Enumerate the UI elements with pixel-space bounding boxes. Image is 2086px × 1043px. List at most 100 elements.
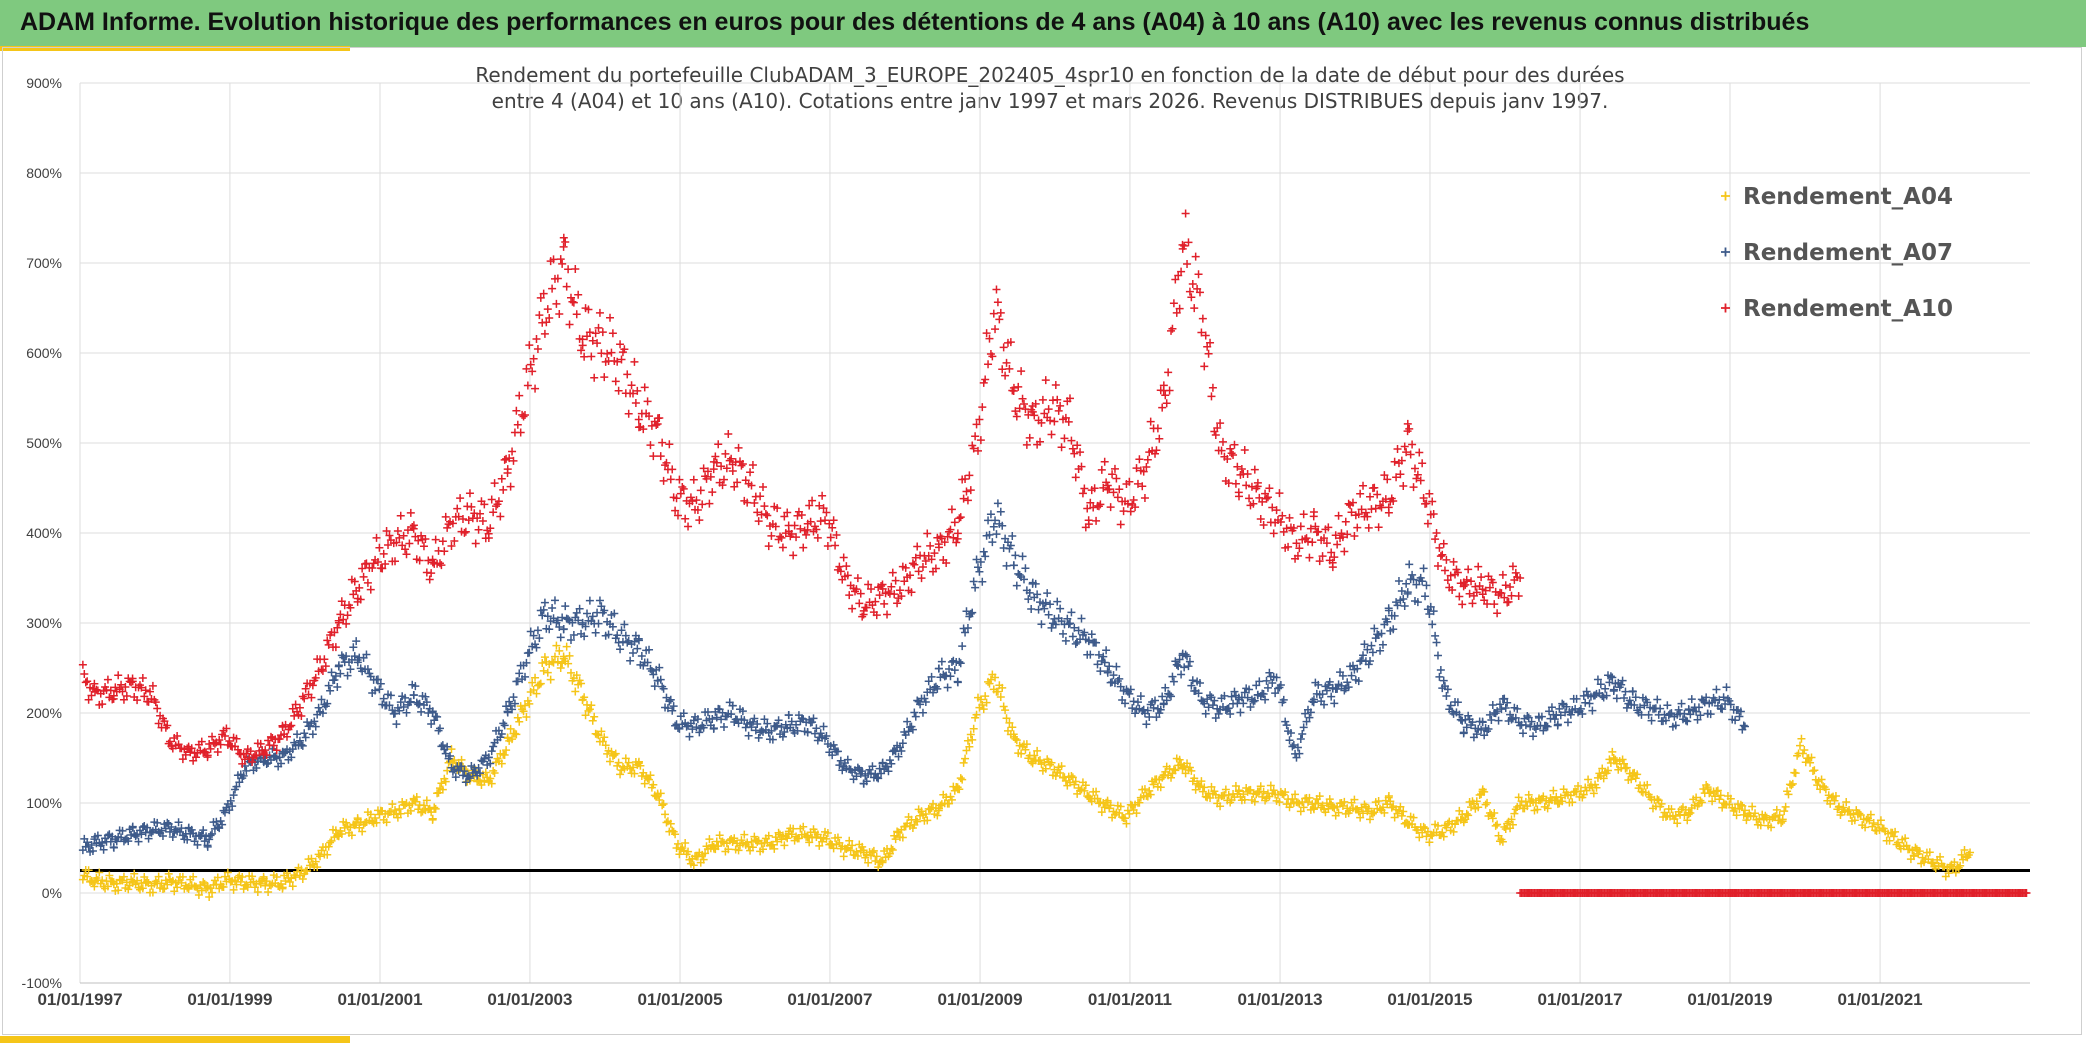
data-point <box>471 539 480 548</box>
data-point <box>1715 695 1724 704</box>
data-point <box>629 649 638 658</box>
data-point <box>515 717 524 726</box>
data-point <box>543 305 552 314</box>
data-point <box>1347 508 1356 517</box>
data-point <box>891 576 900 585</box>
data-point <box>883 610 892 619</box>
data-point <box>1622 763 1631 772</box>
data-point <box>662 458 671 467</box>
data-point <box>382 526 391 535</box>
data-point <box>988 538 997 547</box>
data-point <box>508 735 517 744</box>
data-point <box>640 779 649 788</box>
data-point <box>730 482 739 491</box>
data-point <box>1018 552 1027 561</box>
data-point <box>984 516 993 525</box>
data-point <box>1110 464 1119 473</box>
data-point <box>256 879 265 888</box>
data-point <box>1056 769 1065 778</box>
data-point <box>750 832 759 841</box>
data-point <box>1468 599 1477 608</box>
data-point <box>864 580 873 589</box>
data-point <box>164 869 173 878</box>
data-point <box>523 381 532 390</box>
data-point <box>499 719 508 728</box>
legend-label: Rendement_A10 <box>1743 296 1953 322</box>
data-point <box>1295 544 1304 553</box>
data-point <box>797 511 806 520</box>
data-point <box>106 686 115 695</box>
data-point <box>1071 473 1080 482</box>
data-point <box>921 698 930 707</box>
data-point <box>1740 722 1749 731</box>
data-point <box>1957 850 1966 859</box>
data-point <box>1392 473 1401 482</box>
data-point <box>212 817 221 826</box>
data-point <box>1368 809 1377 818</box>
data-point <box>884 587 893 596</box>
data-point <box>715 831 724 840</box>
data-point <box>80 669 89 678</box>
y-tick-label: 700% <box>26 255 62 271</box>
data-point <box>1099 483 1108 492</box>
data-point <box>362 650 371 659</box>
data-point <box>606 757 615 766</box>
data-point <box>379 694 388 703</box>
data-point <box>297 865 306 874</box>
data-point <box>405 539 414 548</box>
data-point <box>465 774 474 783</box>
data-point <box>311 857 320 866</box>
data-point <box>637 652 646 661</box>
data-point <box>347 831 356 840</box>
data-point <box>1810 766 1819 775</box>
data-point <box>1019 399 1028 408</box>
data-point <box>532 643 541 652</box>
data-point <box>727 710 736 719</box>
data-point <box>1497 705 1506 714</box>
data-point <box>646 441 655 450</box>
data-point <box>1484 725 1493 734</box>
data-point <box>930 549 939 558</box>
data-point <box>559 242 568 251</box>
data-point <box>920 694 929 703</box>
data-point <box>392 720 401 729</box>
data-point <box>1911 843 1920 852</box>
data-point <box>583 609 592 618</box>
data-point <box>658 438 667 447</box>
data-point <box>486 774 495 783</box>
data-point <box>1901 834 1910 843</box>
data-point <box>288 704 297 713</box>
data-point <box>1736 800 1745 809</box>
data-point <box>934 664 943 673</box>
data-point <box>655 663 664 672</box>
data-point <box>1268 678 1277 687</box>
data-point <box>1302 717 1311 726</box>
data-point <box>1293 743 1302 752</box>
data-point <box>572 608 581 617</box>
data-point <box>822 508 831 517</box>
data-point <box>1667 805 1676 814</box>
data-point <box>1523 712 1532 721</box>
data-point <box>1022 440 1031 449</box>
data-point <box>611 377 620 386</box>
data-point <box>1064 620 1073 629</box>
data-point <box>497 759 506 768</box>
data-point <box>789 551 798 560</box>
data-point <box>173 731 182 740</box>
data-point <box>1356 489 1365 498</box>
data-point <box>1472 797 1481 806</box>
data-point <box>1393 444 1402 453</box>
data-point <box>901 563 910 572</box>
data-point <box>199 826 208 835</box>
data-point <box>1396 470 1405 479</box>
data-point <box>545 625 554 634</box>
data-point <box>1683 816 1692 825</box>
data-point <box>1136 692 1145 701</box>
data-point <box>484 753 493 762</box>
data-point <box>422 796 431 805</box>
data-point <box>966 730 975 739</box>
data-point <box>262 750 271 759</box>
data-point <box>1740 806 1749 815</box>
data-point <box>681 514 690 523</box>
data-point <box>718 837 727 846</box>
